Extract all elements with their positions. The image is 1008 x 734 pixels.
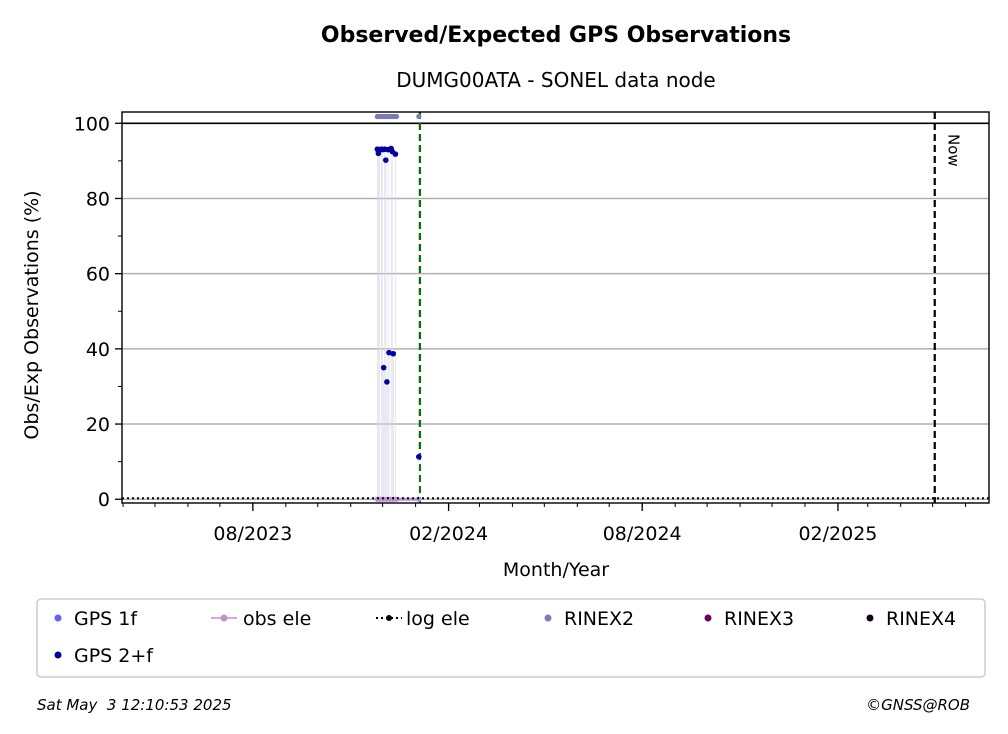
legend: GPS 1f obs ele log ele RINEX2 RINEX3 RINEX4 GP… (36, 598, 986, 678)
y-tick-label: 40 (86, 339, 110, 361)
gps-2-f-point (390, 350, 397, 357)
legend-label-gps-2-f: GPS 2+f (74, 645, 154, 667)
rinex2-point (416, 113, 422, 120)
plot-frame (121, 111, 990, 504)
footer-credit: ©GNSS@ROB (866, 696, 970, 714)
gps-2-f-point (383, 157, 389, 163)
gps-2-f-point (392, 151, 399, 157)
chart-title: Observed/Expected GPS Observations (321, 23, 791, 48)
legend-label-rinex4: RINEX4 (886, 608, 956, 630)
legend-box (36, 598, 986, 678)
y-axis-label: Obs/Exp Observations (%) (21, 190, 43, 439)
legend-marker-gps-2-f (54, 651, 62, 659)
legend-marker-dot-obs-ele (220, 614, 228, 622)
legend-label-gps-1f: GPS 1f (74, 608, 138, 630)
y-tick-label: 20 (86, 414, 110, 436)
y-tick-label: 100 (74, 113, 110, 135)
legend-label-log-ele: log ele (406, 608, 470, 630)
chart-subtitle: DUMG00ATA - SONEL data node (396, 68, 716, 92)
gps-2-f-point (386, 349, 392, 356)
legend-label-rinex2: RINEX2 (564, 608, 634, 630)
y-tick-label: 60 (86, 264, 110, 286)
gps-2-f-point (384, 379, 390, 385)
legend-marker-rinex3 (704, 614, 712, 622)
x-axis-label: Month/Year (503, 559, 609, 581)
legend-label-obs-ele: obs ele (243, 608, 311, 630)
legend-marker-dot-log-ele (386, 615, 392, 621)
footer-timestamp: Sat May 3 12:10:53 2025 (37, 696, 232, 714)
y-tick-label: 80 (86, 188, 110, 210)
x-tick-label: 08/2023 (213, 523, 292, 545)
gps-2-f-point (380, 364, 387, 371)
x-tick-label: 02/2025 (798, 523, 877, 545)
now-label: Now (945, 134, 963, 167)
plot-area: 0 20 40 60 80 100 08/2023 02/2024 08/2024 02/2025… (74, 111, 990, 545)
x-tick-label: 02/2024 (409, 523, 488, 545)
y-tick-label: 0 (98, 489, 110, 511)
legend-marker-rinex2 (544, 614, 552, 622)
legend-label-rinex3: RINEX3 (724, 608, 794, 630)
x-tick-label: 08/2024 (603, 523, 682, 545)
gps-2-f-point (416, 453, 422, 460)
legend-marker-rinex4 (866, 614, 874, 622)
rinex2-point (393, 113, 400, 120)
legend-marker-gps-1f (54, 614, 62, 622)
